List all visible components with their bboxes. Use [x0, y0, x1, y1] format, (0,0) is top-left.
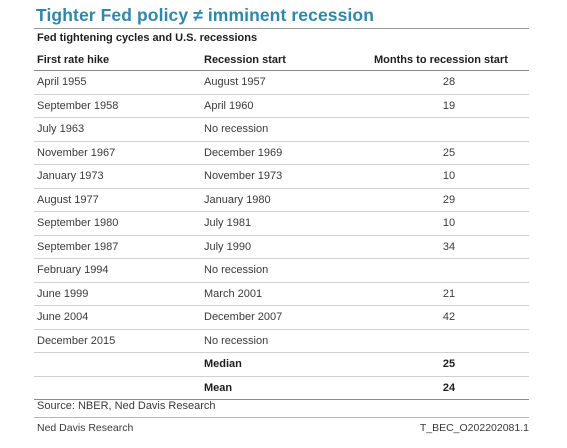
table-row: September 1987 July 1990 34: [34, 236, 529, 259]
table-row: July 1963 No recession: [34, 118, 529, 142]
recession-start-cell: August 1957: [204, 76, 266, 89]
first-hike-cell: September 1987: [37, 240, 119, 253]
months-cell: 21: [442, 287, 456, 300]
table-row: December 2015 No recession: [34, 330, 529, 353]
table-row: April 1955 August 1957 28: [34, 71, 529, 95]
first-hike-cell: December 2015: [37, 334, 116, 347]
table-row: February 1994 No recession: [34, 259, 529, 283]
title-divider: [34, 28, 529, 29]
months-cell: 25: [442, 146, 456, 159]
months-cell: 42: [442, 311, 456, 324]
median-row: Median 25: [34, 353, 529, 377]
table-row: June 2004 December 2007 42: [34, 306, 529, 330]
table-subtitle: Fed tightening cycles and U.S. recession…: [37, 32, 258, 44]
recession-start-cell: July 1981: [204, 217, 252, 230]
first-hike-cell: September 1958: [37, 99, 119, 112]
first-hike-cell: February 1994: [37, 264, 109, 277]
table-header-row: First rate hike Recession start Months t…: [34, 49, 529, 71]
first-hike-cell: August 1977: [37, 193, 99, 206]
recession-start-cell: March 2001: [204, 287, 263, 300]
first-hike-cell: April 1955: [37, 76, 87, 89]
recession-start-cell: November 1973: [204, 170, 283, 183]
recession-start-cell: No recession: [204, 123, 269, 136]
mean-row: Mean 24: [34, 377, 529, 400]
months-cell: 19: [442, 99, 456, 112]
months-cell: 10: [442, 170, 456, 183]
recession-start-cell: No recession: [204, 264, 269, 277]
header-first-rate-hike: First rate hike: [37, 53, 110, 66]
mean-label: Mean: [204, 381, 233, 394]
table-row: August 1977 January 1980 29: [34, 189, 529, 212]
recession-start-cell: December 2007: [204, 311, 283, 324]
first-hike-cell: November 1967: [37, 146, 116, 159]
table-row: November 1967 December 1969 25: [34, 142, 529, 165]
median-label: Median: [204, 358, 242, 371]
recession-start-cell: April 1960: [204, 99, 254, 112]
first-hike-cell: July 1963: [37, 123, 85, 136]
months-cell: 29: [442, 193, 456, 206]
page-title: Tighter Fed policy ≠ imminent recession: [36, 5, 374, 25]
recession-start-cell: December 1969: [204, 146, 283, 159]
months-cell: 10: [442, 217, 456, 230]
first-hike-cell: January 1973: [37, 170, 104, 183]
months-cell: 28: [442, 76, 456, 89]
mean-value: 24: [442, 381, 456, 394]
header-recession-start: Recession start: [204, 53, 286, 66]
table-row: January 1973 November 1973 10: [34, 165, 529, 189]
recession-table: First rate hike Recession start Months t…: [34, 49, 529, 400]
median-value: 25: [442, 358, 456, 371]
table-row: September 1980 July 1981 10: [34, 212, 529, 236]
table-row: June 1999 March 2001 21: [34, 283, 529, 306]
first-hike-cell: June 1999: [37, 287, 89, 300]
recession-start-cell: July 1990: [204, 240, 252, 253]
footer-publisher: Ned Davis Research: [37, 422, 134, 434]
months-cell: 34: [442, 240, 456, 253]
footer-divider: [34, 417, 529, 418]
table-row: September 1958 April 1960 19: [34, 95, 529, 118]
header-months-to-recession: Months to recession start: [374, 53, 508, 66]
recession-start-cell: January 1980: [204, 193, 271, 206]
first-hike-cell: September 1980: [37, 217, 119, 230]
footer-chart-code: T_BEC_O202202081.1: [419, 422, 529, 434]
recession-start-cell: No recession: [204, 334, 269, 347]
source-note: Source: NBER, Ned Davis Research: [37, 400, 216, 412]
first-hike-cell: June 2004: [37, 311, 89, 324]
